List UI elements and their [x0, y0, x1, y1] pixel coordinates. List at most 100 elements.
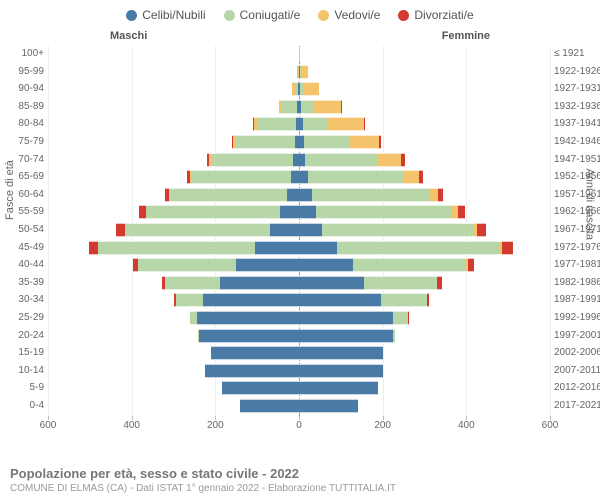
bar-segment	[222, 381, 299, 395]
bar-segment	[437, 276, 441, 290]
bar-male	[222, 381, 299, 395]
bar-female	[299, 135, 381, 149]
age-label: 45-49	[4, 242, 44, 253]
x-axis: 6004002000200400600	[48, 420, 550, 434]
age-row: 35-391982-1986	[48, 275, 550, 293]
bar-segment	[419, 170, 423, 184]
bar-segment	[381, 293, 427, 307]
age-label: 0-4	[4, 400, 44, 411]
bar-segment	[299, 47, 300, 61]
bar-segment	[299, 205, 316, 219]
bar-female	[299, 364, 383, 378]
birth-year-label: 2007-2011	[554, 365, 600, 376]
bar-segment	[211, 153, 293, 167]
bar-segment	[138, 258, 236, 272]
bar-segment	[176, 293, 203, 307]
birth-year-label: 1927-1931	[554, 83, 600, 94]
bar-segment	[353, 258, 466, 272]
bar-female	[299, 170, 423, 184]
bar-segment	[299, 293, 381, 307]
bar-segment	[308, 170, 404, 184]
legend-dot	[224, 10, 235, 21]
bar-female	[299, 346, 383, 360]
x-tick-label: 200	[374, 420, 391, 431]
birth-year-label: 1977-1981	[554, 259, 600, 270]
bar-segment	[401, 153, 404, 167]
bar-segment	[314, 100, 341, 114]
bar-female	[299, 188, 443, 202]
bar-male	[133, 258, 299, 272]
bar-segment	[458, 205, 466, 219]
bar-male	[89, 241, 299, 255]
bar-segment	[287, 188, 299, 202]
bar-segment	[165, 276, 219, 290]
age-row: 95-991922-1926	[48, 64, 550, 82]
bar-male	[190, 311, 299, 325]
bar-segment	[301, 100, 314, 114]
bar-segment	[98, 241, 255, 255]
legend-item: Coniugati/e	[224, 8, 301, 22]
bar-segment	[299, 188, 312, 202]
legend-item: Vedovi/e	[318, 8, 380, 22]
bar-segment	[236, 258, 299, 272]
bar-female	[299, 381, 378, 395]
birth-year-label: 1967-1971	[554, 224, 600, 235]
age-label: 5-9	[4, 382, 44, 393]
x-tick-label: 600	[542, 420, 559, 431]
bar-segment	[299, 329, 393, 343]
bar-segment	[89, 241, 98, 255]
footer-subtitle: COMUNE DI ELMAS (CA) - Dati ISTAT 1° gen…	[10, 483, 590, 494]
bar-segment	[316, 205, 452, 219]
birth-year-label: 1992-1996	[554, 312, 600, 323]
legend-dot	[126, 10, 137, 21]
bar-male	[165, 188, 299, 202]
bar-male	[139, 205, 299, 219]
bar-segment	[116, 223, 124, 237]
bar-segment	[205, 364, 299, 378]
birth-year-label: 1957-1961	[554, 189, 600, 200]
bar-female	[299, 47, 300, 61]
bar-segment	[299, 381, 378, 395]
bar-segment	[502, 241, 512, 255]
birth-year-label: 1982-1986	[554, 277, 600, 288]
bar-segment	[393, 311, 408, 325]
bar-segment	[364, 276, 437, 290]
bar-female	[299, 100, 342, 114]
legend-dot	[398, 10, 409, 21]
age-row: 100+≤ 1921	[48, 46, 550, 64]
age-label: 75-79	[4, 136, 44, 147]
bar-segment	[211, 346, 299, 360]
bar-segment	[199, 329, 299, 343]
bar-segment	[299, 223, 322, 237]
bar-segment	[301, 65, 308, 79]
birth-year-label: 1962-1966	[554, 206, 600, 217]
age-label: 90-94	[4, 83, 44, 94]
bar-female	[299, 153, 405, 167]
age-row: 70-741947-1951	[48, 152, 550, 170]
bar-segment	[305, 153, 378, 167]
bar-female	[299, 293, 429, 307]
bar-segment	[299, 399, 358, 413]
bar-segment	[427, 293, 429, 307]
bar-male	[240, 399, 299, 413]
birth-year-label: 1952-1956	[554, 171, 600, 182]
bar-female	[299, 258, 474, 272]
bar-segment	[378, 153, 401, 167]
x-tick-label: 400	[458, 420, 475, 431]
birth-year-label: 1922-1926	[554, 66, 600, 77]
bar-segment	[408, 311, 409, 325]
tick-mark	[299, 416, 300, 420]
age-row: 85-891932-1936	[48, 99, 550, 117]
birth-year-label: 2012-2016	[554, 382, 600, 393]
bar-male	[211, 346, 299, 360]
bar-male	[198, 329, 299, 343]
age-label: 40-44	[4, 259, 44, 270]
bar-segment	[364, 117, 365, 131]
age-label: 95-99	[4, 66, 44, 77]
age-row: 5-92012-2016	[48, 380, 550, 398]
age-label: 20-24	[4, 330, 44, 341]
tick-mark	[383, 416, 384, 420]
age-row: 80-841937-1941	[48, 116, 550, 134]
x-tick-label: 0	[296, 420, 302, 431]
bar-segment	[322, 223, 473, 237]
